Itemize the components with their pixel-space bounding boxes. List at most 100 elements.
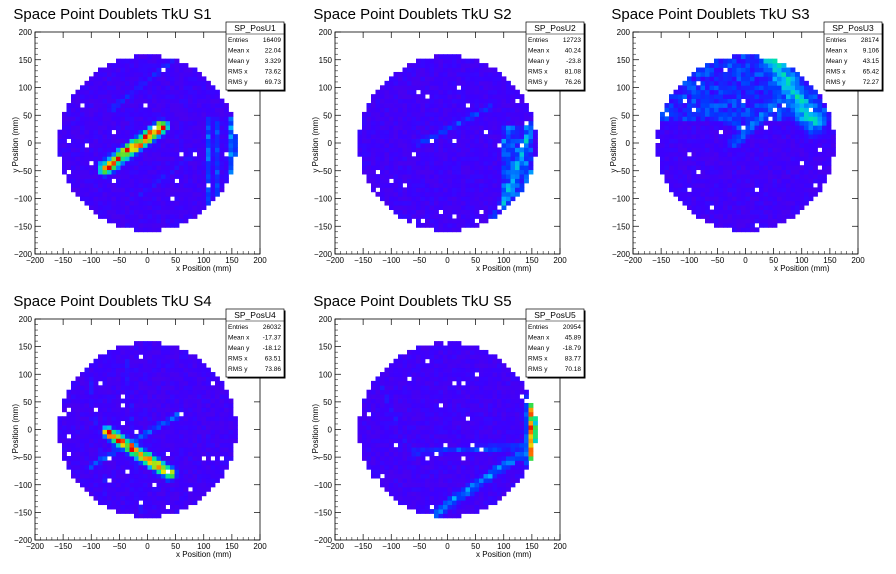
heatmap-cell [224, 143, 229, 148]
heatmap-cell [107, 376, 112, 382]
heatmap-cell [201, 138, 207, 144]
heatmap-cell [98, 85, 103, 91]
heatmap-cell [125, 89, 130, 95]
heatmap-cell [817, 107, 823, 113]
heatmap-cell [425, 138, 430, 144]
heatmap-cell [80, 85, 85, 91]
heatmap-cell [138, 54, 144, 60]
heatmap-cell [763, 71, 769, 77]
heatmap-cell [470, 196, 475, 202]
heatmap-cell [732, 205, 737, 210]
heatmap-cell [510, 103, 516, 108]
heatmap-cell [429, 182, 435, 188]
heatmap-cell [669, 178, 674, 184]
heatmap-cell [134, 182, 139, 188]
heatmap-cell [723, 129, 728, 135]
heatmap-cell [84, 174, 90, 179]
heatmap-cell [781, 196, 787, 202]
heatmap-cell [362, 143, 367, 148]
heatmap-cell [129, 89, 135, 95]
heatmap-cell [479, 191, 484, 197]
heatmap-cell [660, 120, 665, 126]
heatmap-cell [741, 191, 746, 197]
heatmap-cell [161, 187, 166, 193]
heatmap-cell [201, 76, 207, 82]
heatmap-cell [510, 187, 516, 193]
heatmap-cell [407, 187, 412, 193]
heatmap-cell [470, 143, 475, 148]
heatmap-cell [120, 67, 126, 73]
heatmap-cell [93, 125, 99, 131]
heatmap-cell [465, 67, 471, 73]
heatmap-cell [161, 433, 166, 439]
heatmap-cell [111, 411, 117, 417]
heatmap-cell [709, 67, 715, 73]
heatmap-cell [474, 58, 480, 64]
heatmap-cell [465, 134, 471, 139]
heatmap-cell [116, 491, 121, 497]
heatmap-cell [138, 218, 144, 224]
heatmap-cell [197, 143, 202, 148]
heatmap-cell [736, 205, 742, 210]
heatmap-cell [125, 218, 130, 224]
heatmap-cell [116, 389, 121, 395]
heatmap-cell [147, 80, 153, 86]
heatmap-cell [143, 54, 148, 60]
heatmap-cell [718, 182, 724, 188]
heatmap-cell [156, 513, 162, 519]
heatmap-cell [80, 165, 85, 171]
heatmap-cell [474, 138, 480, 144]
heatmap-cell [98, 425, 103, 430]
heatmap-cell [384, 187, 390, 193]
heatmap-cell [736, 107, 742, 113]
heatmap-cell [804, 125, 809, 131]
heatmap-cell [120, 416, 126, 422]
heatmap-cell [152, 160, 157, 166]
heatmap-cell [170, 509, 175, 514]
heatmap-cell [492, 107, 498, 113]
heatmap-cell [759, 58, 764, 64]
heatmap-cell [741, 147, 746, 153]
heatmap-cell [71, 147, 76, 153]
heatmap-cell [111, 464, 117, 470]
heatmap-cell [479, 200, 484, 206]
heatmap-cell [192, 165, 198, 171]
heatmap-cell [497, 125, 502, 131]
heatmap-cell [219, 125, 225, 131]
heatmap-cell [813, 191, 818, 197]
heatmap-cell [763, 191, 769, 197]
heatmap-cell [111, 380, 117, 386]
heatmap-cell [165, 509, 171, 514]
heatmap-cell [474, 191, 480, 197]
heatmap-cell [479, 174, 484, 179]
heatmap-cell [736, 218, 742, 224]
heatmap-cell [224, 103, 229, 108]
heatmap-cell [759, 147, 764, 153]
heatmap-cell [398, 165, 403, 171]
heatmap-cell [389, 94, 394, 99]
heatmap-cell [714, 205, 719, 210]
heatmap-cell [362, 165, 367, 171]
heatmap-cell [470, 71, 475, 77]
heatmap-cell [143, 425, 148, 430]
heatmap-cell [669, 129, 674, 135]
heatmap-cell [380, 165, 385, 171]
heatmap-cell [75, 376, 81, 382]
heatmap-cell [116, 429, 121, 435]
heatmap-cell [116, 125, 121, 131]
heatmap-cell [156, 349, 162, 355]
heatmap-cell [709, 169, 715, 175]
heatmap-cell [709, 98, 715, 104]
heatmap-cell [138, 473, 144, 479]
heatmap-cell [763, 205, 769, 210]
heatmap-cell [443, 156, 448, 162]
heatmap-cell [763, 214, 769, 219]
heatmap-cell [781, 143, 787, 148]
stats-value: -23.8 [566, 58, 581, 65]
heatmap-cell [102, 98, 108, 104]
heatmap-cell [165, 222, 171, 228]
heatmap-cell [380, 85, 385, 91]
heatmap-cell [89, 98, 94, 104]
heatmap-cell [709, 143, 715, 148]
heatmap-cell [714, 103, 719, 108]
